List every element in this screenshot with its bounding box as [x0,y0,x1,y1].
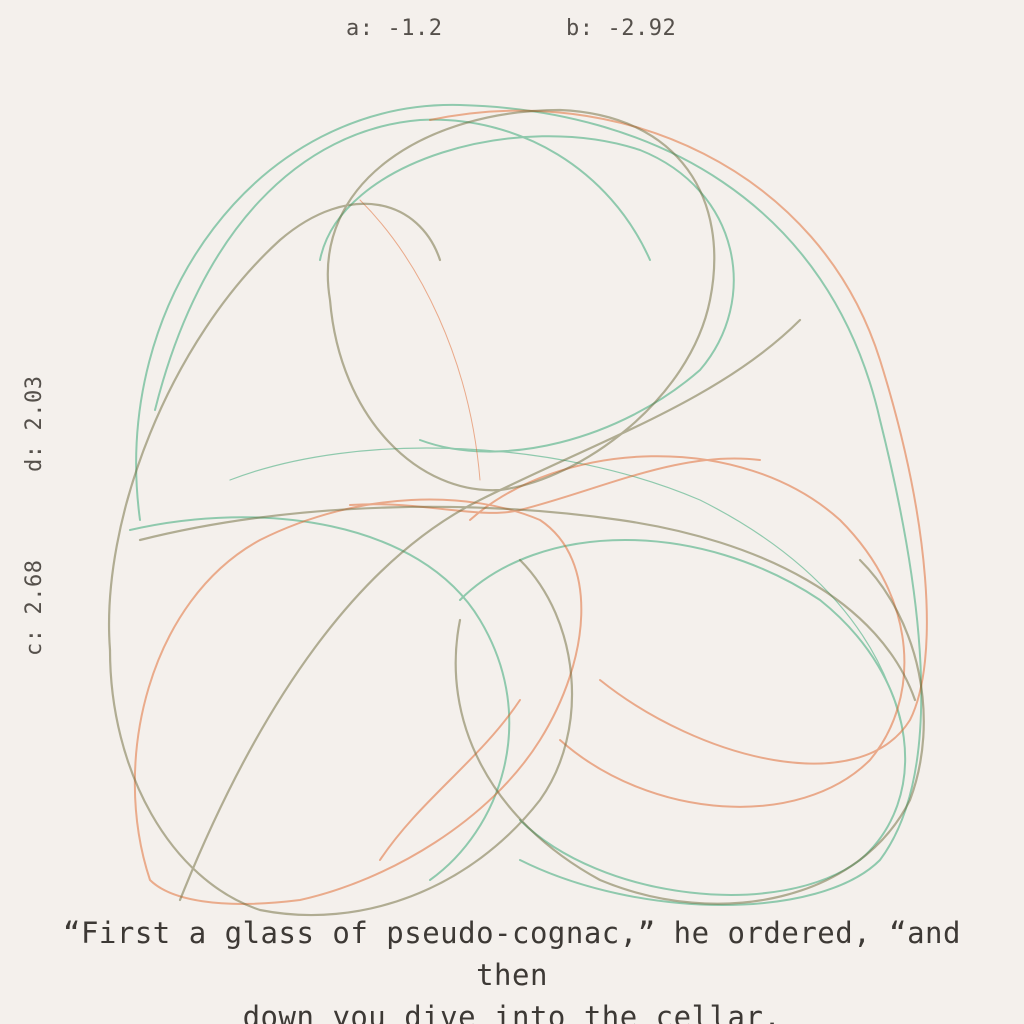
green-outer-arc [135,103,923,906]
param-b-label: b -2.92 [566,16,676,41]
olive-top-loop [326,108,716,492]
param-b-name: b [566,16,594,41]
olive-bottom-left [108,558,574,917]
orange-center-knot [349,457,761,514]
param-a-name: a [346,16,374,41]
olive-bottom-right [454,558,925,905]
orange-right-arc [429,109,928,765]
green-strands [129,103,923,906]
green-thin-strand [229,447,901,721]
param-b-value: -2.92 [607,16,677,41]
orange-left-loop [133,498,583,905]
green-inner-loop [319,135,735,453]
green-cross-arc [129,516,511,881]
olive-long-diagonal [178,318,802,902]
green-bottom-loop [459,539,907,896]
olive-strands [108,108,925,917]
param-a-label: a -1.2 [346,16,442,41]
param-a-value: -1.2 [387,16,443,41]
orange-petal [469,455,906,808]
olive-mid-strand [138,505,917,702]
orange-strands [133,109,928,905]
green-left-arc [154,118,651,411]
orange-lower-loop [379,699,521,861]
caption-line-2: down you dive into the cellar. [242,1000,782,1024]
olive-left-lobe [108,202,442,652]
caption-line-1: “First a glass of pseudo-cognac,” he ord… [63,916,961,992]
orange-faint-arc [359,199,481,481]
quote-caption: “First a glass of pseudo-cognac,” he ord… [20,912,1004,1024]
